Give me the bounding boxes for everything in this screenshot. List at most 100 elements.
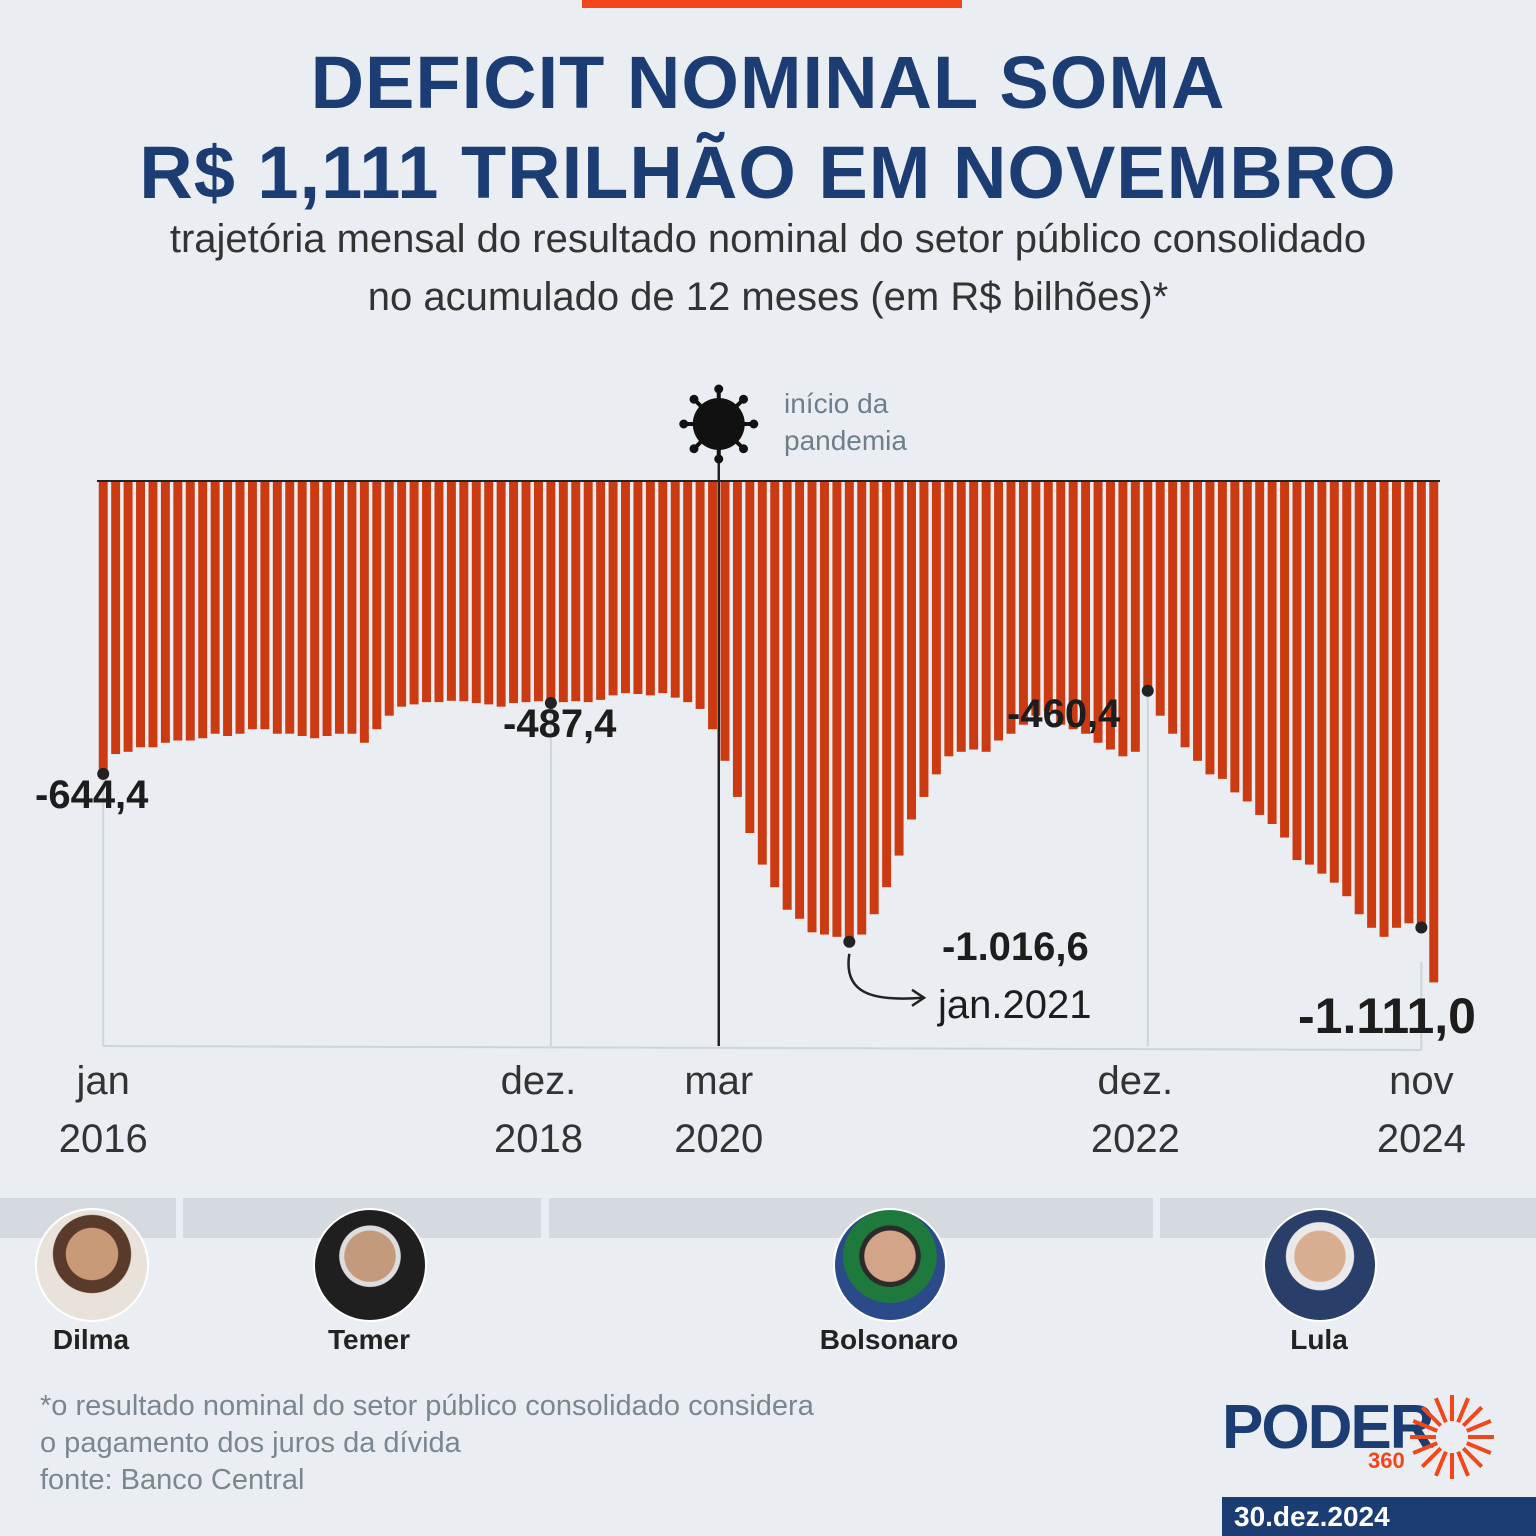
avatar-lula [1263,1208,1377,1322]
bar [720,481,730,761]
bar [732,481,742,797]
bar [347,481,357,734]
bar [173,481,183,741]
bar [683,481,693,703]
bar [185,481,195,741]
bar [944,481,954,757]
x-tick-label-month: dez. [1098,1059,1174,1103]
bar [434,481,444,703]
bar [1317,481,1327,874]
x-tick-label-year: 2020 [674,1117,763,1161]
bar [583,481,593,703]
bar [1180,481,1190,748]
bar [1429,481,1439,983]
bar [471,481,481,704]
bar [335,481,344,734]
bar [919,481,929,797]
annotation-value: -487,4 [503,702,617,746]
sun-ray [1461,1405,1484,1428]
virus-spike-tip [714,454,724,464]
bar [123,481,133,752]
bar [770,481,780,888]
bar [658,481,668,694]
bar [596,481,606,700]
bar [608,481,618,696]
bar [1068,481,1078,730]
bar [148,481,158,748]
baseline-guide [103,1045,1422,1051]
sun-ray [1456,1451,1470,1477]
bar [882,481,892,888]
bar [1267,481,1277,824]
bar [844,481,854,940]
president-name-dilma: Dilma [52,1324,130,1355]
virus-spike-tip [679,419,689,429]
virus-spike-tip [749,419,759,429]
top-accent-bar [582,0,962,8]
annotation-date: jan.2021 [937,983,1091,1027]
bar [160,481,170,743]
bar [1404,481,1414,924]
bar [956,481,966,752]
bar [832,481,842,937]
bar [260,481,270,730]
bar [1280,481,1290,838]
bar [633,481,643,695]
bar [1168,481,1178,734]
bar [1155,481,1165,716]
bar [1043,481,1053,712]
bar [372,481,382,730]
annotation-point [843,935,856,948]
presidents-timeline: Dilma Temer Bolsonaro Lula [0,1198,1536,1378]
virus-spike-tip [739,444,749,454]
bar [509,481,519,704]
bar [136,481,145,748]
sun-ray [1466,1419,1492,1433]
chart-title-line1: DEFICIT NOMINAL SOMA [310,41,1226,124]
bar [1006,481,1016,734]
annotation-value: -644,4 [35,773,149,817]
bar [533,481,543,702]
x-tick-label-year: 2024 [1377,1117,1466,1161]
bar [645,481,655,696]
bar [795,481,805,919]
bar [1118,481,1128,757]
x-tick-label-month: jan [76,1059,130,1103]
sun-ray [1434,1397,1448,1423]
chart-title-line2: R$ 1,111 TRILHÃO EM NOVEMBRO [139,131,1397,214]
bar [894,481,904,856]
sun-ray [1412,1419,1438,1433]
annotation-arrowhead [911,988,927,1007]
bar [670,481,680,698]
bar [1367,481,1377,928]
sun-ray [1420,1446,1443,1469]
bar [496,481,506,707]
bar [1379,481,1389,937]
bar [409,481,419,705]
president-name-lula: Lula [1290,1324,1348,1355]
x-tick-label-month: dez. [501,1059,577,1103]
bar [1342,481,1352,897]
sun-ray [1466,1441,1492,1455]
avatar-dilma [35,1208,149,1322]
president-name-temer: Temer [328,1324,410,1355]
bar [708,481,718,730]
bar [907,481,916,820]
bar [310,481,320,739]
footnote-line1: *o resultado nominal do setor público co… [40,1390,814,1422]
footnote: *o resultado nominal do setor público co… [40,1388,814,1499]
bar [1031,481,1041,716]
footnote-source: fonte: Banco Central [40,1464,305,1496]
bar [111,481,121,755]
bar [235,481,245,734]
bar [745,481,755,834]
sun-ray [1412,1441,1438,1455]
bar [571,481,581,702]
bar [384,481,394,716]
bar [1217,481,1227,779]
bar [1304,481,1314,865]
bar [1130,481,1140,752]
bar [695,481,705,709]
bar [459,481,469,702]
bar [819,481,829,935]
